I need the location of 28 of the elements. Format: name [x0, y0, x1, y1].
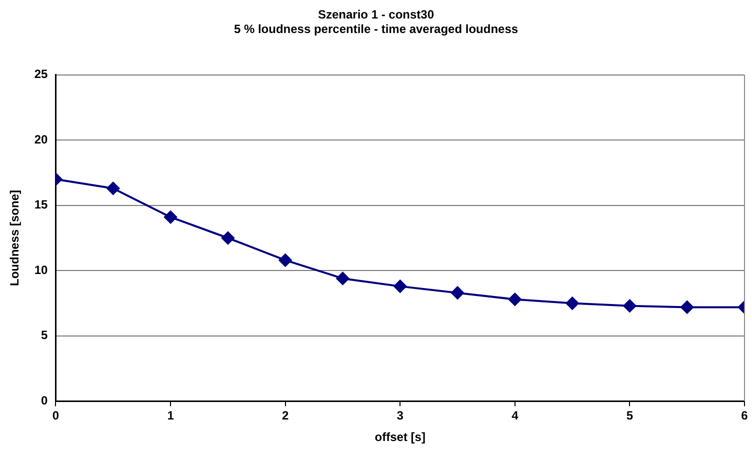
y-tick-label: 20	[34, 132, 48, 146]
point	[336, 272, 350, 285]
point	[106, 182, 120, 195]
point	[394, 280, 407, 293]
point	[451, 286, 464, 300]
point	[566, 296, 579, 310]
x-tick-label: 2	[282, 408, 289, 423]
x-tick-label: 6	[741, 408, 748, 423]
x-tick-label: 3	[396, 408, 404, 423]
chart-subtitle: 5 % loudness percentile - time averaged loudness	[234, 22, 518, 36]
y-tick-label: 25	[34, 67, 48, 82]
x-tick-label: 4	[512, 408, 519, 423]
y-axis-title: Loudness [sone]	[8, 190, 22, 286]
y-tick-label: 10	[34, 262, 48, 277]
point	[164, 210, 178, 224]
point	[680, 300, 694, 314]
y-tick-label: 5	[41, 328, 48, 342]
point	[508, 292, 522, 306]
point	[221, 232, 234, 244]
x-axis-title: offset [s]	[374, 430, 426, 444]
y-tick-label: 0	[41, 394, 48, 408]
y-tick-label: 15	[34, 198, 48, 212]
point	[278, 254, 292, 267]
chart-title: Szenario 1 - const30	[318, 8, 434, 22]
x-tick-label: 0	[52, 408, 60, 423]
point	[623, 299, 636, 312]
x-tick-label: 5	[626, 408, 634, 423]
x-tick-label: 1	[167, 408, 174, 423]
